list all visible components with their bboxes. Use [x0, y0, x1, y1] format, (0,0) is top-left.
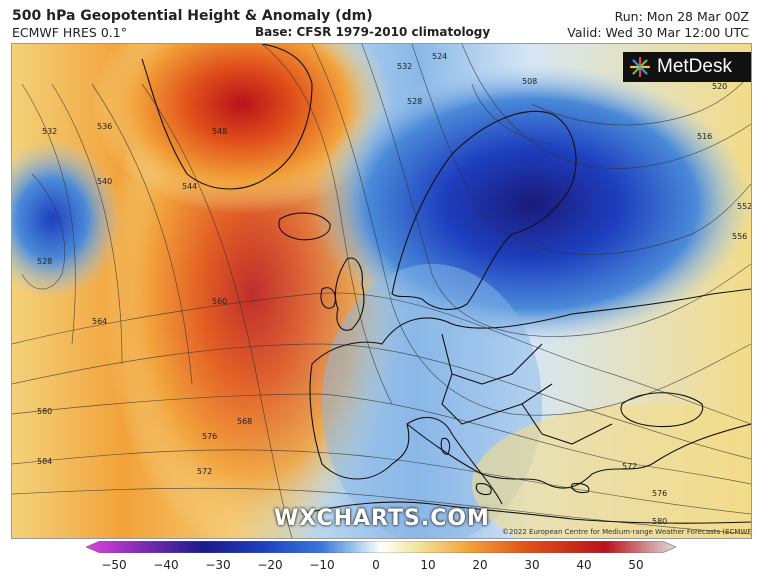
height-contours [12, 44, 751, 538]
contour-label: 520 [712, 82, 727, 91]
contour-label: 560 [212, 297, 227, 306]
anomaly-colorbar [86, 541, 676, 553]
wxcharts-watermark: WXCHARTS.COM [274, 506, 490, 531]
colorbar-tick: −20 [257, 558, 283, 572]
contour-label: 548 [212, 127, 227, 136]
colorbar-ticks: −50 −40 −30 −20 −10 0 10 20 30 40 50 [0, 558, 761, 574]
coastlines [141, 44, 751, 524]
contour-label: 576 [202, 432, 217, 441]
contour-label: 528 [37, 257, 52, 266]
contour-label: 532 [42, 127, 57, 136]
colorbar-tick: −50 [101, 558, 127, 572]
valid-time: Valid: Wed 30 Mar 12:00 UTC [567, 25, 749, 40]
colorbar-tick: 40 [576, 558, 592, 572]
copyright-notice: ©2022 European Centre for Medium-range W… [502, 528, 752, 536]
contour-label: 572 [622, 462, 637, 471]
contour-label: 576 [652, 489, 667, 498]
contour-label: 524 [432, 52, 447, 61]
contour-labels: 536 540 544 548 532 524 528 508 516 520 552 556 560 5… [37, 52, 751, 526]
weather-map[interactable]: 536 540 544 548 532 524 528 508 516 520 552 556 560 5… [11, 43, 752, 539]
contour-label: 536 [97, 122, 112, 131]
metdesk-logo: MetDesk [623, 52, 751, 82]
colorbar-tick: 30 [524, 558, 540, 572]
model-name: ECMWF HRES 0.1° [12, 25, 127, 40]
colorbar-tick: −30 [205, 558, 231, 572]
contour-label: 580 [652, 517, 667, 526]
colorbar-tick: −10 [309, 558, 335, 572]
contour-label: 516 [697, 132, 712, 141]
colorbar-tick: 0 [372, 558, 380, 572]
contour-label: 528 [407, 97, 422, 106]
run-time: Run: Mon 28 Mar 00Z [614, 9, 749, 24]
contour-label: 540 [97, 177, 112, 186]
chart-title: 500 hPa Geopotential Height & Anomaly (d… [12, 8, 373, 24]
colorbar-tick: 50 [628, 558, 644, 572]
contour-label: 564 [92, 317, 107, 326]
contour-label: 580 [37, 407, 52, 416]
colorbar-tick: −40 [153, 558, 179, 572]
contour-label: 552 [737, 202, 751, 211]
contour-label: 544 [182, 182, 197, 191]
colorbar-tick: 20 [472, 558, 488, 572]
contour-label: 568 [237, 417, 252, 426]
colorbar-tick: 10 [420, 558, 436, 572]
contour-label: 532 [397, 62, 412, 71]
climatology-base: Base: CFSR 1979-2010 climatology [255, 25, 491, 39]
contour-label: 508 [522, 77, 537, 86]
contour-label: 584 [37, 457, 52, 466]
contour-label: 572 [197, 467, 212, 476]
contour-label: 556 [732, 232, 747, 241]
anomaly-field: 536 540 544 548 532 524 528 508 516 520 552 556 560 5… [12, 44, 751, 538]
metdesk-star-icon [629, 56, 651, 78]
metdesk-logo-text: MetDesk [657, 56, 732, 77]
